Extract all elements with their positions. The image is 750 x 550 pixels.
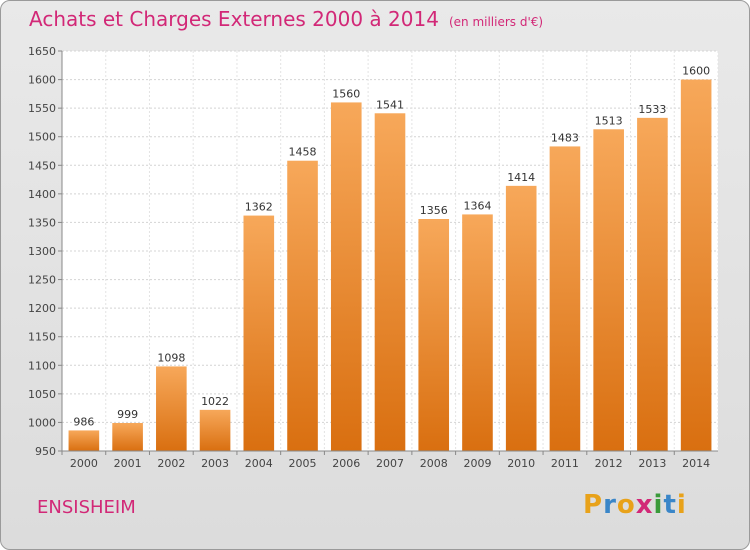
bar-value-label: 1560 <box>332 87 360 100</box>
x-tick-label: 2002 <box>157 457 185 470</box>
bar <box>680 79 712 452</box>
bar-value-label: 1364 <box>463 199 491 212</box>
y-tick-label: 1100 <box>28 359 56 372</box>
y-tick-label: 1000 <box>28 416 56 429</box>
y-tick-label: 1650 <box>28 45 56 58</box>
bars: 986 999 1098 1022 1362 1458 1560 1541 1356 1364 14… <box>68 65 712 452</box>
x-tick-label: 2009 <box>463 457 491 470</box>
bar <box>156 366 187 451</box>
bar <box>243 215 275 451</box>
y-tick-label: 1300 <box>28 245 56 258</box>
x-tick-label: 2008 <box>420 457 448 470</box>
bar <box>418 219 450 451</box>
bar <box>199 409 231 451</box>
bar <box>549 146 581 451</box>
bar <box>68 430 100 451</box>
bar <box>462 214 493 451</box>
bar-value-label: 1362 <box>245 201 273 214</box>
y-tick-label: 950 <box>35 445 56 458</box>
bar-value-label: 999 <box>117 408 138 421</box>
bar <box>505 185 537 451</box>
bar-value-label: 1513 <box>595 114 623 127</box>
axes: 950 1000 1050 1100 1150 1200 1250 1300 1350 1400 1… <box>28 45 718 470</box>
x-tick-label: 2003 <box>201 457 229 470</box>
y-tick-label: 1400 <box>28 188 56 201</box>
bar <box>287 160 318 451</box>
bar-value-label: 1356 <box>420 204 448 217</box>
bar-value-label: 1483 <box>551 131 579 144</box>
y-tick-label: 1600 <box>28 74 56 87</box>
bar-value-label: 1533 <box>638 103 666 116</box>
proxiti-logo: Proxiti <box>583 490 687 520</box>
y-tick-label: 1050 <box>28 388 56 401</box>
logo-letter: i <box>676 490 687 520</box>
bar-value-label: 986 <box>73 415 94 428</box>
bar-value-label: 1022 <box>201 395 229 408</box>
x-tick-label: 2005 <box>289 457 317 470</box>
bar <box>593 129 624 452</box>
logo-letter: i <box>653 490 664 520</box>
bar-value-label: 1414 <box>507 171 535 184</box>
title-text: Achats et Charges Externes 2000 à 2014 <box>29 7 439 31</box>
y-tick-label: 1550 <box>28 102 56 115</box>
x-tick-label: 2012 <box>595 457 623 470</box>
x-tick-label: 2011 <box>551 457 579 470</box>
bar <box>330 102 362 451</box>
x-tick-label: 2004 <box>245 457 273 470</box>
x-tick-label: 2006 <box>332 457 360 470</box>
bar-value-label: 1098 <box>157 351 185 364</box>
logo-letter: P <box>583 490 604 520</box>
bar <box>637 117 668 451</box>
x-tick-label: 2013 <box>638 457 666 470</box>
y-tick-label: 1250 <box>28 274 56 287</box>
x-tick-label: 2000 <box>70 457 98 470</box>
bar <box>112 423 143 451</box>
logo-letter: r <box>603 490 617 520</box>
y-tick-label: 1200 <box>28 302 56 315</box>
chart-title: Achats et Charges Externes 2000 à 2014 (e… <box>29 7 543 31</box>
y-tick-label: 1350 <box>28 216 56 229</box>
bar <box>374 113 406 452</box>
x-tick-label: 2007 <box>376 457 404 470</box>
x-tick-label: 2001 <box>114 457 142 470</box>
y-tick-label: 1150 <box>28 331 56 344</box>
x-tick-label: 2010 <box>507 457 535 470</box>
logo-letter: t <box>663 490 677 520</box>
logo-letter: x <box>635 490 654 520</box>
bar-value-label: 1600 <box>682 65 710 78</box>
bar-value-label: 1541 <box>376 98 404 111</box>
y-tick-label: 1450 <box>28 159 56 172</box>
y-tick-label: 1500 <box>28 131 56 144</box>
logo-letter: o <box>616 490 636 520</box>
city-label: ENSISHEIM <box>37 497 136 518</box>
x-tick-label: 2014 <box>682 457 710 470</box>
unit-note: (en milliers d'€) <box>448 15 544 29</box>
bar-value-label: 1458 <box>289 146 317 159</box>
